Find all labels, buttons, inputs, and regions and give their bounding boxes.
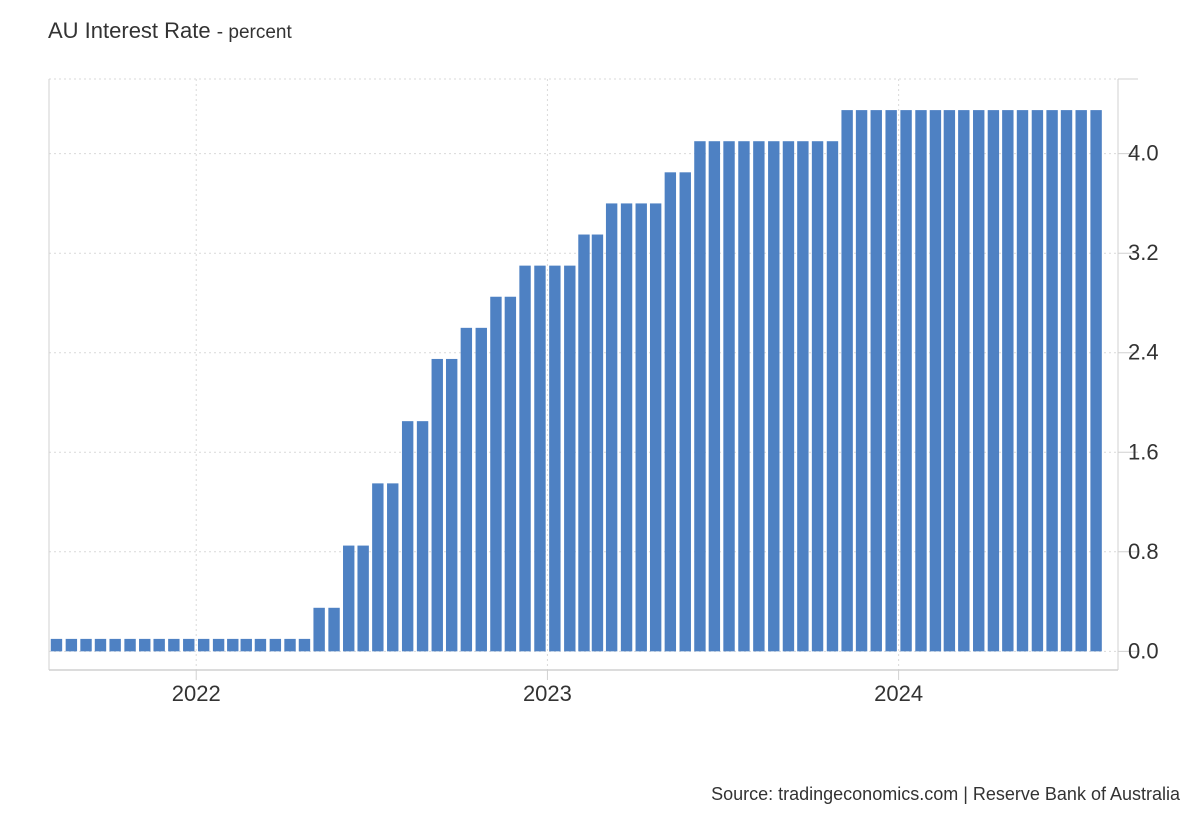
bar — [445, 358, 458, 652]
y-tick-label: 2.4 — [1128, 340, 1159, 365]
bar — [504, 296, 517, 652]
bar — [343, 545, 355, 652]
bar — [519, 265, 531, 652]
bar — [1046, 110, 1058, 652]
bar — [328, 607, 340, 652]
bar — [591, 234, 604, 652]
chart-title-text: AU Interest Rate — [48, 18, 211, 43]
y-tick-label: 3.2 — [1128, 240, 1159, 265]
source-note: Source: tradingeconomics.com | Reserve B… — [711, 784, 1180, 804]
bar — [929, 110, 942, 652]
bar — [782, 141, 795, 652]
bar — [490, 296, 502, 652]
bar — [460, 327, 473, 652]
chart-unit-text: percent — [228, 22, 292, 43]
bar — [372, 483, 384, 652]
bar — [578, 234, 590, 652]
bar — [797, 141, 809, 652]
bar — [269, 638, 282, 652]
bar — [80, 638, 92, 652]
bar — [183, 638, 195, 652]
bar — [50, 638, 63, 652]
bar — [708, 141, 721, 652]
bar — [549, 265, 561, 652]
bar — [694, 141, 706, 652]
bar — [298, 638, 311, 652]
bar — [723, 141, 735, 652]
bar — [1031, 110, 1044, 652]
bar — [357, 545, 369, 652]
plot-frame — [48, 78, 1138, 671]
bar — [635, 203, 647, 652]
x-axis-ticks: 2022 2023 2024 — [172, 670, 923, 706]
y-tick-label: 4.0 — [1128, 141, 1159, 166]
bar — [620, 203, 633, 652]
bar — [431, 358, 443, 652]
bar — [855, 110, 868, 652]
chart-title: AU Interest Rate - percent — [48, 18, 292, 44]
bar — [811, 141, 824, 652]
chart-unit-label: - percent — [216, 22, 292, 43]
bar — [1002, 110, 1014, 652]
x-tick-label: 2024 — [874, 681, 923, 706]
bar — [254, 638, 267, 652]
bar — [1075, 110, 1087, 652]
bar — [313, 607, 325, 652]
bar — [870, 110, 882, 652]
bar — [94, 638, 107, 652]
bar — [212, 638, 225, 652]
bar — [168, 638, 180, 652]
bar — [240, 638, 252, 652]
bar — [649, 203, 662, 652]
bar — [153, 638, 165, 652]
bar — [987, 110, 1000, 652]
bar — [65, 638, 78, 652]
x-tick-label: 2023 — [523, 681, 572, 706]
bar — [900, 110, 912, 652]
bar — [1016, 110, 1029, 652]
bar — [475, 327, 487, 652]
bar — [416, 421, 429, 652]
y-tick-label: 0.8 — [1128, 539, 1159, 564]
bar — [564, 265, 576, 652]
y-axis-ticks: 0.0 0.8 1.6 2.4 3.2 4.0 — [1118, 141, 1159, 663]
bar — [943, 110, 956, 652]
bar — [826, 141, 839, 652]
bar — [109, 638, 121, 652]
y-tick-label: 0.0 — [1128, 638, 1159, 663]
bar — [973, 110, 985, 652]
bar — [401, 421, 414, 652]
bar — [664, 172, 677, 652]
bar — [1060, 110, 1073, 652]
bar — [958, 110, 970, 652]
bar-series — [50, 110, 1102, 652]
bar — [1090, 110, 1102, 652]
bar — [679, 172, 691, 652]
x-tick-label: 2022 — [172, 681, 221, 706]
bar — [197, 638, 210, 652]
bar — [124, 638, 136, 652]
bar — [605, 203, 618, 652]
bar — [738, 141, 750, 652]
bar — [841, 110, 853, 652]
bar — [915, 110, 927, 652]
bar — [768, 141, 780, 652]
bar — [753, 141, 765, 652]
bar — [885, 110, 897, 652]
bar — [387, 483, 399, 652]
y-tick-label: 1.6 — [1128, 439, 1159, 464]
bar — [284, 638, 296, 652]
bar — [227, 638, 239, 652]
bar — [534, 265, 546, 652]
bar — [139, 638, 151, 652]
